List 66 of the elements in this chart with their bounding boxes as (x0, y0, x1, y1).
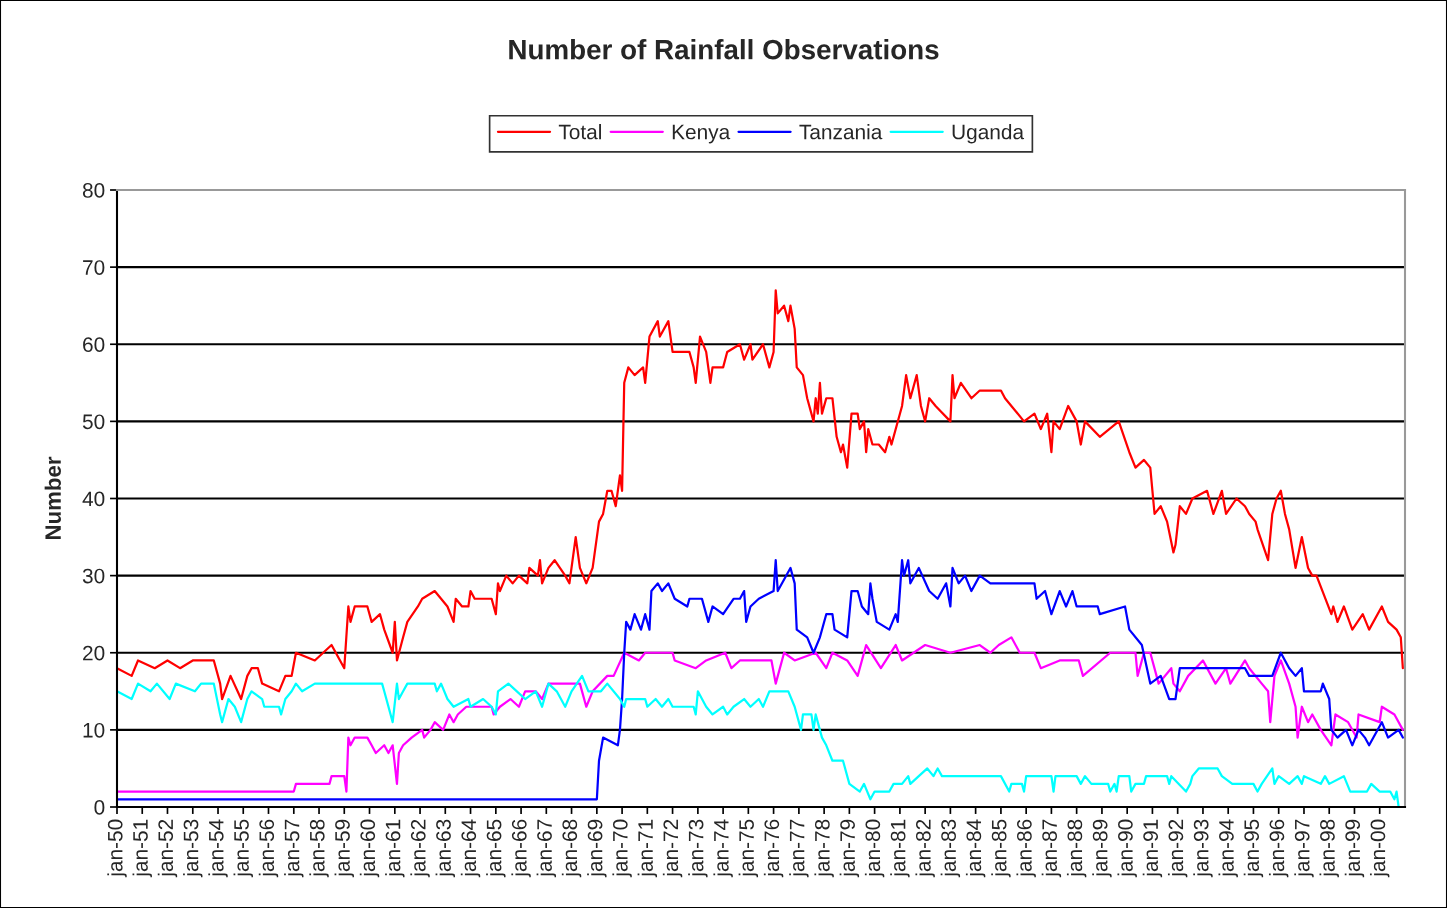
y-tick-label: 30 (82, 568, 105, 584)
x-tick-label: jan-94 (1218, 819, 1238, 878)
x-tick-label: jan-97 (1294, 819, 1314, 878)
x-tick-label: jan-93 (1193, 819, 1213, 878)
legend-label: Tanzania (799, 124, 883, 140)
x-tick-label: jan-50 (107, 819, 127, 878)
x-tick-label: jan-54 (208, 819, 228, 878)
x-tick-label: jan-70 (612, 819, 632, 878)
y-axis-title: Number (44, 456, 61, 539)
x-tick-label: jan-83 (940, 819, 961, 878)
x-tick-label: jan-58 (309, 819, 329, 878)
x-tick-label: jan-59 (334, 819, 354, 878)
x-tick-label: jan-73 (688, 819, 708, 878)
x-tick-label: jan-86 (1016, 819, 1036, 878)
y-tick-label: 80 (82, 183, 105, 198)
y-tick-label: 70 (83, 260, 105, 275)
x-tick-label: jan-84 (965, 819, 986, 878)
y-tick-label: 0 (94, 800, 105, 815)
x-tick-label: jan-81 (890, 819, 910, 878)
x-tick-label: jan-71 (637, 819, 658, 878)
x-tick-label: jan-89 (1092, 819, 1112, 878)
y-tick-label: 20 (83, 645, 105, 661)
x-tick-label: jan-79 (839, 819, 860, 878)
x-tick-label: jan-56 (258, 819, 279, 878)
x-tick-label: jan-78 (814, 819, 834, 878)
x-tick-label: jan-55 (233, 819, 253, 878)
x-tick-label: jan-67 (536, 819, 557, 878)
x-tick-label: jan-90 (1117, 819, 1137, 878)
x-tick-label: jan-61 (385, 819, 405, 878)
x-tick-label: jan-69 (587, 819, 607, 878)
x-tick-label: jan-57 (284, 819, 304, 878)
x-tick-label: jan-64 (460, 819, 481, 878)
x-tick-label: jan-62 (410, 819, 430, 878)
y-tick-label: 10 (83, 722, 105, 738)
x-tick-label: jan-91 (1142, 819, 1163, 878)
x-tick-label: jan-65 (486, 819, 506, 878)
x-tick-label: jan-82 (915, 819, 935, 878)
x-tick-label: jan-63 (435, 819, 455, 878)
y-tick-label: 60 (83, 337, 105, 352)
x-tick-label: jan-77 (789, 819, 809, 878)
x-tick-label: jan-80 (864, 819, 885, 878)
x-tick-label: jan-88 (1066, 819, 1087, 878)
x-tick-label: jan-99 (1344, 819, 1365, 878)
x-tick-label: jan-52 (157, 819, 178, 878)
x-tick-label: jan-87 (1041, 819, 1062, 878)
x-tick-label: jan-68 (561, 819, 582, 878)
x-tick-label: jan-51 (132, 819, 152, 878)
legend-label: Uganda (952, 124, 1025, 144)
x-tick-label: jan-98 (1319, 819, 1339, 878)
legend-label: Kenya (672, 124, 731, 144)
x-tick-label: jan-66 (511, 819, 531, 878)
x-tick-label: jan-00 (1369, 819, 1390, 878)
x-tick-label: jan-72 (662, 819, 683, 878)
x-tick-label: jan-60 (359, 819, 380, 878)
y-tick-label: 40 (82, 491, 105, 507)
x-tick-label: jan-95 (1243, 819, 1264, 878)
x-tick-label: jan-53 (183, 819, 203, 878)
x-tick-label: jan-76 (763, 819, 784, 878)
x-tick-label: jan-96 (1268, 819, 1289, 878)
legend-label: Total (558, 124, 601, 140)
y-tick-label: 50 (82, 414, 105, 430)
x-tick-label: jan-74 (713, 819, 733, 878)
x-tick-label: jan-85 (991, 819, 1011, 878)
x-tick-label: jan-75 (738, 819, 759, 878)
chart-title: Number of Rainfall Observations (509, 39, 939, 60)
x-tick-label: jan-92 (1167, 819, 1188, 878)
